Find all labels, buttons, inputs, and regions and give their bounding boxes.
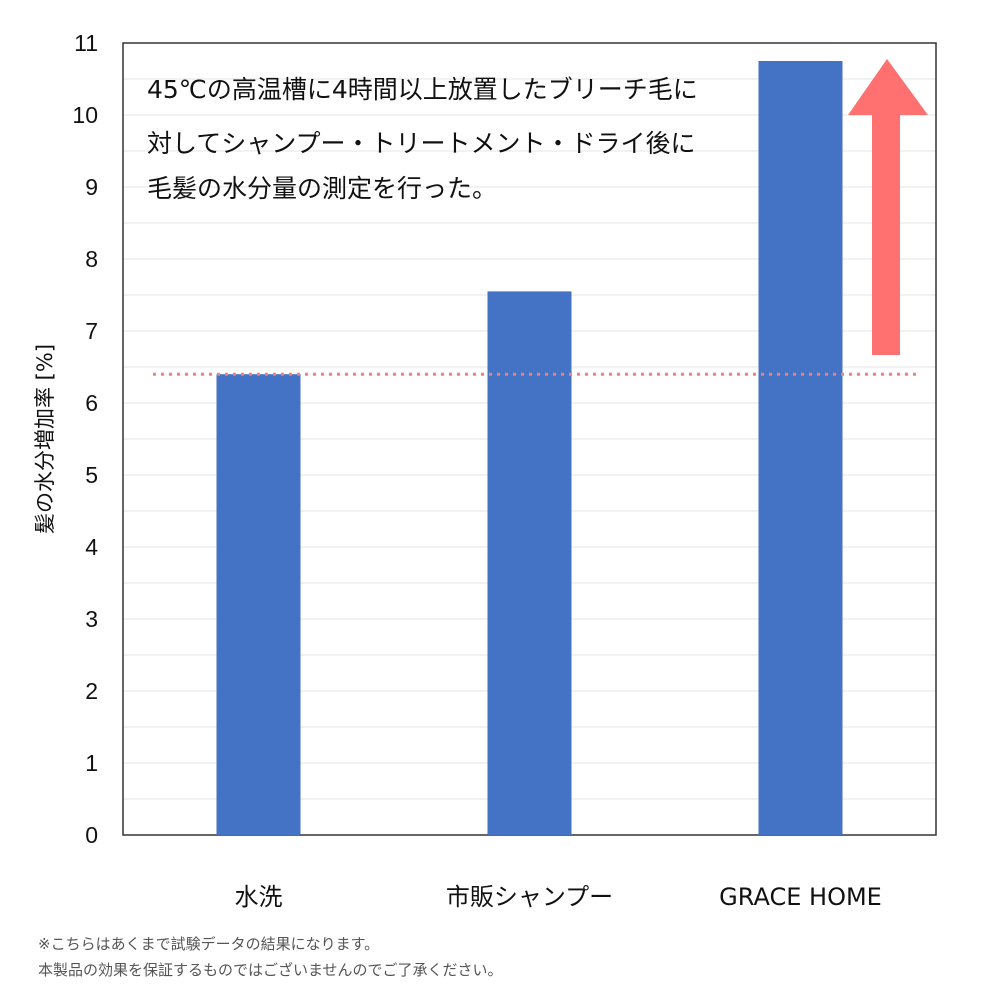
footnote-line: ※こちらはあくまで試験データの結果になります。 xyxy=(38,935,380,953)
y-tick-label: 7 xyxy=(85,318,98,344)
y-tick-label: 11 xyxy=(74,30,98,56)
annotation-line: 毛髪の水分量の測定を行った。 xyxy=(147,174,497,203)
footnote-line: 本製品の効果を保証するものではございませんのでご了承ください。 xyxy=(38,961,503,979)
y-tick-label: 9 xyxy=(85,174,98,200)
category-label: 市販シャンプー xyxy=(446,883,613,911)
category-label: GRACE HOME xyxy=(719,883,882,911)
y-tick-label: 0 xyxy=(85,822,98,848)
category-labels: 水洗 市販シャンプー GRACE HOME xyxy=(235,883,882,911)
bars xyxy=(216,61,843,835)
y-axis-label: 髪の水分増加率 [%] xyxy=(33,344,57,534)
bar xyxy=(487,291,572,835)
annotation-line: 対してシャンプー・トリートメント・ドライ後に xyxy=(147,129,696,158)
y-tick-label: 4 xyxy=(85,534,98,560)
category-label: 水洗 xyxy=(235,883,283,911)
chart: 0 1 2 3 4 5 6 7 8 9 10 11 水洗 市販シャンプー GRACE HOME 髪の水分増… xyxy=(33,30,937,911)
y-tick-label: 10 xyxy=(72,102,98,128)
y-tick-label: 5 xyxy=(85,462,98,488)
y-tick-label: 1 xyxy=(85,750,98,776)
up-arrow xyxy=(848,59,928,355)
annotation-text: 45℃の高温槽に4時間以上放置したブリーチ毛に 対してシャンプー・トリートメント… xyxy=(147,75,698,203)
bar xyxy=(758,61,843,835)
y-tick-label: 3 xyxy=(85,606,98,632)
annotation-line: 45℃の高温槽に4時間以上放置したブリーチ毛に xyxy=(147,75,698,104)
y-tick-labels: 0 1 2 3 4 5 6 7 8 9 10 11 xyxy=(72,30,98,848)
y-tick-label: 6 xyxy=(85,390,98,416)
y-tick-label: 8 xyxy=(85,246,98,272)
bar xyxy=(216,374,301,835)
y-tick-label: 2 xyxy=(85,678,98,704)
